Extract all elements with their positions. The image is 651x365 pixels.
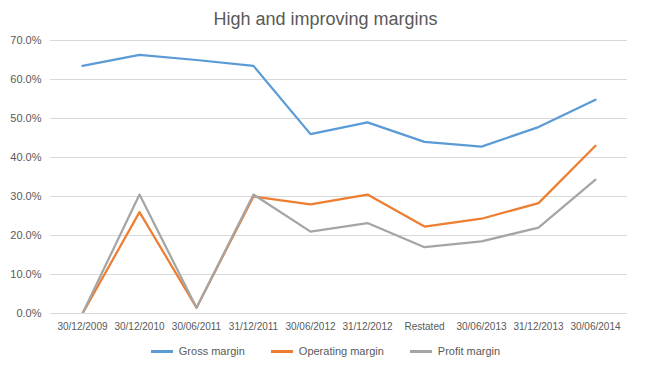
svg-text:40.0%: 40.0% [10,151,41,163]
svg-text:Restated: Restated [404,321,444,332]
svg-text:0.0%: 0.0% [16,307,41,319]
svg-text:30/12/2010: 30/12/2010 [114,321,164,332]
svg-text:20.0%: 20.0% [10,229,41,241]
svg-text:30/06/2013: 30/06/2013 [456,321,506,332]
html-text:Operating margin: Operating margin [298,345,384,357]
html-text:Profit margin: Profit margin [437,345,501,357]
svg-text:10.0%: 10.0% [10,268,41,280]
svg-text:50.0%: 50.0% [10,112,41,124]
svg-text:60.0%: 60.0% [10,73,41,85]
svg-text:30/06/2014: 30/06/2014 [570,321,620,332]
svg-text:31/12/2012: 31/12/2012 [342,321,392,332]
svg-text:70.0%: 70.0% [10,34,41,46]
html-text:High and improving margins: High and improving margins [213,9,438,29]
svg-text:31/12/2011: 31/12/2011 [229,321,279,332]
svg-text:30/06/2011: 30/06/2011 [172,321,222,332]
svg-text:30.0%: 30.0% [10,190,41,202]
html-text:Gross margin: Gross margin [178,345,245,357]
svg-text:30/06/2012: 30/06/2012 [285,321,335,332]
svg-text:30/12/2009: 30/12/2009 [57,321,107,332]
svg-text:31/12/2013: 31/12/2013 [513,321,563,332]
